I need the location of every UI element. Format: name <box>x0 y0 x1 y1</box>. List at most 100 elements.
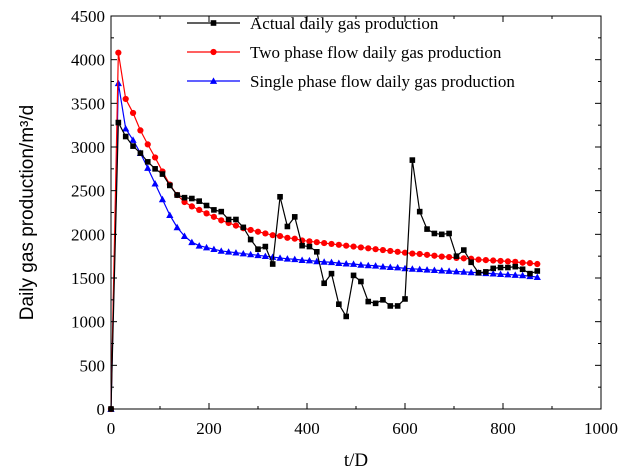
data-point <box>453 253 460 259</box>
data-point <box>379 246 387 254</box>
data-point <box>144 141 151 148</box>
data-point <box>122 125 130 132</box>
data-point <box>372 246 379 253</box>
data-point <box>262 230 269 237</box>
data-point <box>173 223 181 231</box>
data-point <box>446 230 452 237</box>
data-point <box>379 263 387 270</box>
data-point <box>461 247 467 253</box>
series-line <box>110 120 538 410</box>
data-point <box>512 263 519 270</box>
data-point <box>232 222 240 229</box>
data-point <box>424 226 430 232</box>
legend-marker <box>209 77 218 84</box>
data-point <box>504 270 512 278</box>
data-point <box>490 265 496 272</box>
data-point <box>423 266 431 273</box>
data-point <box>357 244 364 251</box>
data-point <box>343 313 349 320</box>
y-tick-label: 2000 <box>71 225 105 244</box>
data-point <box>497 257 504 265</box>
x-tick-label: 0 <box>107 419 116 438</box>
legend-marker <box>210 20 217 26</box>
data-point <box>313 239 320 246</box>
data-point <box>460 268 468 275</box>
data-point <box>152 154 159 161</box>
data-point <box>446 253 453 261</box>
data-point <box>534 268 541 274</box>
data-point <box>336 301 342 307</box>
plot-area <box>107 15 602 413</box>
data-point <box>181 194 188 201</box>
data-point <box>490 257 497 264</box>
data-point <box>372 262 380 269</box>
data-point <box>211 207 217 213</box>
legend-item: Actual daily gas production <box>187 14 439 33</box>
data-point <box>254 251 262 259</box>
legend-item: Two phase flow daily gas production <box>187 43 502 62</box>
data-point <box>438 231 445 238</box>
data-point <box>350 272 357 279</box>
data-point <box>314 249 320 255</box>
data-point <box>416 208 423 215</box>
y-tick-label: 1500 <box>71 269 105 288</box>
data-point <box>202 243 211 251</box>
data-point <box>475 256 482 263</box>
data-point <box>144 159 151 165</box>
data-point <box>328 270 335 277</box>
data-point <box>313 257 321 265</box>
data-point <box>358 278 364 285</box>
data-point <box>225 216 232 223</box>
data-point <box>416 265 424 273</box>
data-point <box>431 230 438 237</box>
series-3 <box>107 79 541 412</box>
series-1 <box>108 119 541 412</box>
data-point <box>320 258 328 265</box>
y-tick-label: 3500 <box>71 94 105 113</box>
y-tick-label: 2500 <box>71 182 105 201</box>
legend-item: Single phase flow daily gas production <box>187 72 515 91</box>
data-point <box>218 208 225 215</box>
x-tick-label: 200 <box>196 419 222 438</box>
data-point <box>196 206 203 213</box>
y-tick-label: 0 <box>97 400 106 419</box>
data-point <box>114 79 122 87</box>
data-point <box>483 269 489 275</box>
data-point <box>298 256 306 263</box>
data-point <box>276 232 284 240</box>
data-point <box>115 119 122 126</box>
data-point <box>423 251 431 258</box>
data-point <box>115 49 122 56</box>
y-tick-label: 500 <box>80 356 106 375</box>
data-point <box>511 271 519 278</box>
data-point <box>394 263 402 271</box>
data-point <box>269 261 276 267</box>
data-point <box>129 136 137 143</box>
data-point <box>409 250 416 257</box>
data-point <box>394 248 401 255</box>
data-point <box>402 296 408 302</box>
data-point <box>188 203 195 210</box>
y-tick-label: 1000 <box>71 313 105 332</box>
data-point <box>218 217 225 224</box>
data-point <box>188 238 196 246</box>
data-point <box>527 270 533 277</box>
data-point <box>335 241 342 248</box>
data-point <box>321 280 327 287</box>
data-point <box>247 226 254 234</box>
data-point <box>262 243 269 250</box>
data-point <box>195 242 203 249</box>
data-point <box>438 253 445 260</box>
data-point <box>533 273 541 281</box>
data-point <box>504 258 511 265</box>
data-point <box>247 250 255 258</box>
series-2 <box>107 49 541 413</box>
data-point <box>276 254 284 261</box>
data-point <box>203 210 210 217</box>
data-point <box>122 95 129 103</box>
legend-label: Single phase flow daily gas production <box>250 72 515 91</box>
data-point <box>232 249 240 256</box>
data-point <box>137 150 144 156</box>
data-point <box>452 267 461 275</box>
data-point <box>445 267 453 274</box>
